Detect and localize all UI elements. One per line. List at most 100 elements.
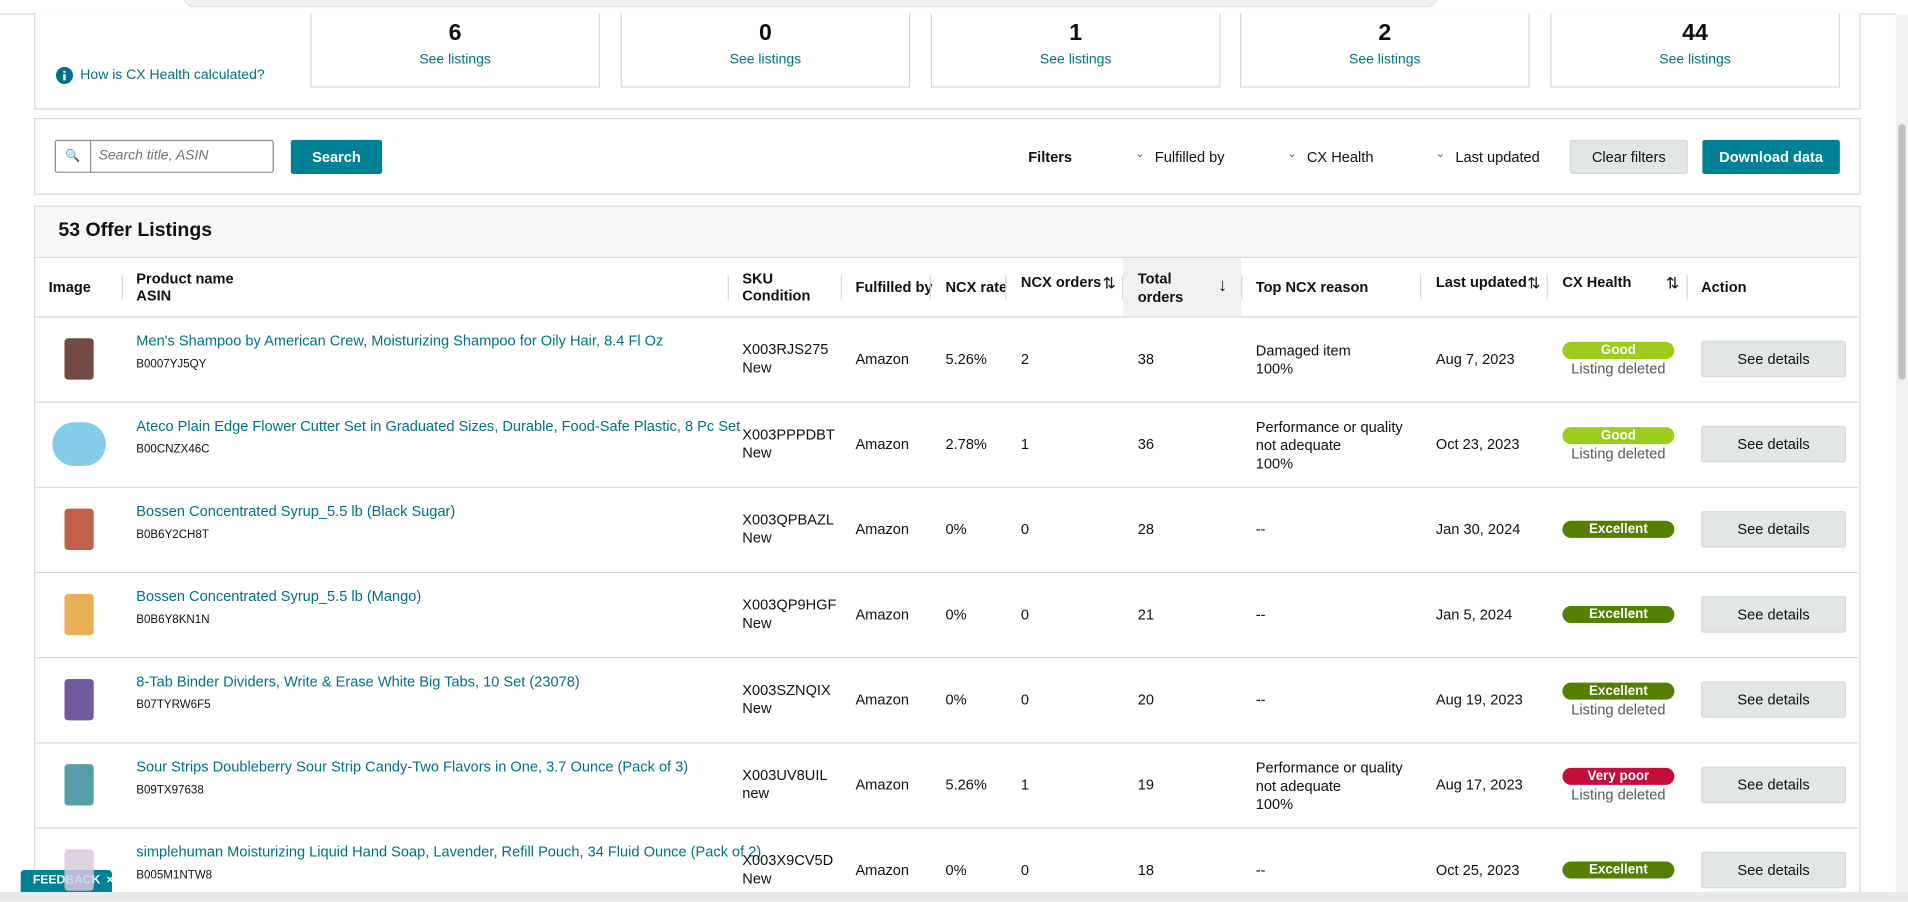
- fulfilled-by: Amazon: [855, 861, 910, 879]
- see-details-button[interactable]: See details: [1701, 340, 1846, 378]
- dropdown[interactable]: CX Health: [1306, 148, 1374, 166]
- summary-card: 2 See listings: [1239, 13, 1530, 88]
- column-header: Last updated: [1435, 273, 1527, 291]
- reason-line: 100%: [1255, 455, 1294, 473]
- condition: New: [742, 870, 772, 888]
- help-link[interactable]: How is CX Health calculated?: [80, 68, 265, 83]
- top-ncx-reason: --: [1256, 862, 1414, 880]
- reason-line: --: [1255, 520, 1266, 538]
- product-name[interactable]: Bossen Concentrated Syrup_5.5 lb (Mango): [136, 587, 422, 605]
- total-orders: 38: [1137, 350, 1155, 368]
- product-name[interactable]: Men's Shampoo by American Crew, Moisturi…: [136, 332, 664, 350]
- card-link[interactable]: See listings: [419, 52, 491, 67]
- download-button[interactable]: Download data: [1702, 139, 1840, 175]
- ncx-rate: 0%: [945, 691, 967, 709]
- column-separator: [1121, 275, 1124, 300]
- sort-icon[interactable]: ⇅: [1665, 273, 1680, 293]
- last-updated: Oct 23, 2023: [1435, 435, 1520, 453]
- product-name[interactable]: 8-Tab Binder Dividers, Write & Erase Whi…: [136, 672, 580, 690]
- see-details-button[interactable]: See details: [1701, 681, 1846, 718]
- table-title: 53 Offer Listings: [58, 220, 213, 241]
- search-placeholder: Search title, ASIN: [98, 148, 209, 164]
- product-image: [51, 590, 107, 639]
- column-header: Image: [48, 278, 91, 296]
- column-header: Fulfilled by: [855, 278, 933, 296]
- cx-health-badge: Excellent: [1562, 605, 1675, 624]
- see-details-button[interactable]: See details: [1701, 596, 1846, 633]
- see-details-button[interactable]: See details: [1701, 511, 1846, 548]
- dropdown-chevron[interactable]: ⌄: [1135, 147, 1145, 160]
- column-header: Condition: [742, 287, 811, 305]
- ncx-rate: 0%: [945, 861, 967, 879]
- divider: [35, 742, 1859, 744]
- ncx-rate: 5.26%: [945, 776, 987, 794]
- product-name[interactable]: Bossen Concentrated Syrup_5.5 lb (Black …: [136, 502, 456, 520]
- condition: New: [742, 358, 772, 377]
- total-orders: 19: [1137, 776, 1155, 794]
- card-count: 2: [1378, 20, 1392, 47]
- dropdown-chevron[interactable]: ⌄: [1435, 147, 1446, 160]
- card-count: 1: [1069, 20, 1083, 47]
- table-panel: [34, 205, 1861, 902]
- summary-card: 0 See listings: [620, 13, 911, 88]
- divider: [35, 657, 1859, 659]
- sort-icon[interactable]: ⇅: [1527, 273, 1541, 293]
- card-link[interactable]: See listings: [1348, 52, 1421, 67]
- ncx-orders: 1: [1020, 435, 1030, 453]
- last-updated: Aug 19, 2023: [1435, 691, 1523, 709]
- product-name[interactable]: Sour Strips Doubleberry Sour Strip Candy…: [136, 758, 689, 776]
- product-image: [51, 505, 107, 554]
- see-details-button[interactable]: See details: [1701, 425, 1846, 463]
- search-input[interactable]: 🔍 Search title, ASIN: [54, 139, 274, 173]
- top-ncx-reason: Performance or quality not adequate 100%: [1256, 759, 1414, 814]
- card-link[interactable]: See listings: [1659, 52, 1731, 67]
- cx-health-badge: Excellent: [1562, 520, 1675, 538]
- sku: X003RJS275: [742, 340, 829, 358]
- card-count: 44: [1682, 20, 1708, 47]
- reason-line: 100%: [1255, 360, 1294, 378]
- see-details-button[interactable]: See details: [1701, 766, 1846, 804]
- see-details-button[interactable]: See details: [1701, 851, 1846, 889]
- product-image: [51, 420, 107, 469]
- sort-icon[interactable]: ↓: [1218, 275, 1228, 296]
- filters-label: Filters: [1028, 148, 1073, 166]
- search-button[interactable]: Search: [290, 139, 383, 175]
- sort-icon[interactable]: ⇅: [1102, 273, 1116, 293]
- column-header: NCX orders: [1020, 273, 1102, 291]
- product-image: [51, 846, 107, 895]
- product-name[interactable]: Ateco Plain Edge Flower Cutter Set in Gr…: [136, 417, 741, 435]
- listing-status: Listing deleted: [1571, 360, 1666, 378]
- ncx-orders: 0: [1020, 691, 1030, 709]
- sku: X003X9CV5D: [742, 851, 834, 869]
- total-orders: 20: [1137, 691, 1155, 709]
- sku: X003UV8UIL: [742, 766, 828, 784]
- ncx-orders: 2: [1020, 350, 1030, 368]
- fulfilled-by: Amazon: [855, 435, 910, 453]
- column-header: NCX rate: [945, 278, 1008, 296]
- scrollbar: [1895, 14, 1908, 892]
- cx-health-badge: Very poor: [1562, 767, 1675, 785]
- reason-line: --: [1255, 691, 1266, 709]
- product-name[interactable]: simplehuman Moisturizing Liquid Hand Soa…: [136, 843, 762, 861]
- column-separator: [121, 275, 123, 300]
- top-search-bar: [182, 0, 1439, 8]
- reason-line: --: [1255, 605, 1266, 624]
- column-header: Product name: [136, 270, 234, 288]
- column-separator: [1241, 275, 1243, 300]
- divider: [35, 316, 1859, 318]
- card-link[interactable]: See listings: [729, 52, 802, 67]
- reason-line: Performance or quality not adequate: [1255, 759, 1403, 795]
- total-orders: 21: [1137, 605, 1155, 624]
- ncx-rate: 0%: [945, 520, 967, 538]
- clear-filters-button[interactable]: Clear filters: [1569, 139, 1688, 175]
- dropdown[interactable]: Fulfilled by: [1154, 148, 1225, 166]
- asin: B09TX97638: [136, 783, 204, 798]
- column-header: Top NCX reason: [1255, 278, 1369, 296]
- sku: X003QP9HGF: [742, 596, 837, 614]
- card-link[interactable]: See listings: [1039, 52, 1112, 67]
- dropdown-chevron[interactable]: ⌄: [1287, 147, 1297, 160]
- asin: B005M1NTW8: [136, 868, 213, 883]
- column-header: Action: [1701, 278, 1747, 296]
- dropdown[interactable]: Last updated: [1455, 148, 1540, 166]
